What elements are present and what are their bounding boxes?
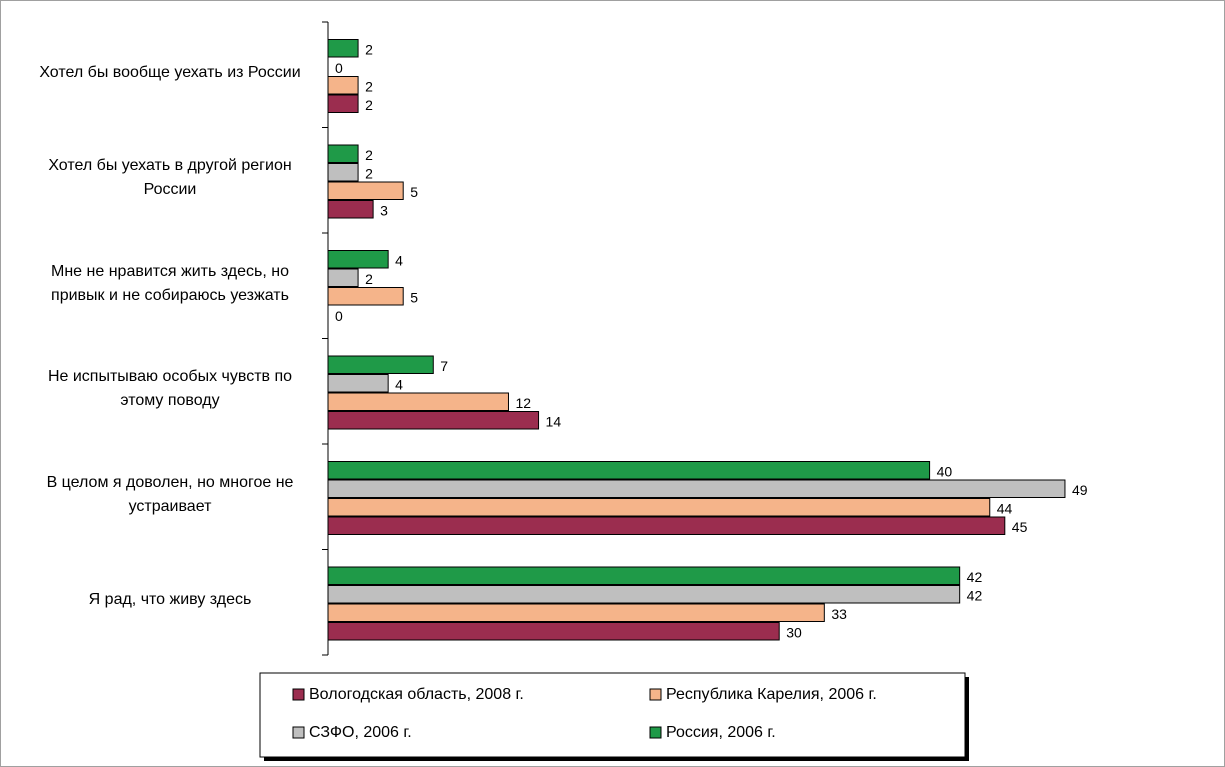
value-label: 4: [395, 252, 403, 268]
bar: [327, 355, 434, 374]
value-label: 0: [335, 308, 343, 324]
value-label: 2: [365, 78, 373, 94]
bar: [327, 144, 359, 163]
bar: [327, 94, 359, 113]
legend-swatch: [292, 688, 305, 701]
value-label: 2: [365, 41, 373, 57]
bar: [327, 411, 540, 430]
value-label: 4: [395, 376, 403, 392]
bar: [327, 461, 931, 480]
bar: [327, 392, 509, 411]
value-label: 45: [1012, 519, 1028, 535]
value-label: 42: [967, 569, 983, 585]
legend-box: [259, 672, 966, 758]
bar: [327, 622, 780, 641]
bar: [327, 516, 1006, 535]
bar: [327, 603, 825, 622]
value-label: 30: [786, 624, 802, 640]
value-label: 5: [410, 184, 418, 200]
category-label: Хотел бы уехать в другой регион России: [48, 157, 292, 199]
bar: [327, 566, 961, 585]
bar: [327, 498, 991, 517]
value-label: 33: [831, 606, 847, 622]
value-label: 40: [937, 463, 953, 479]
legend-label: Республика Карелия, 2006 г.: [666, 686, 877, 703]
bar: [327, 200, 374, 219]
value-label: 44: [997, 500, 1013, 516]
legend-label: Вологодская область, 2008 г.: [309, 686, 524, 703]
value-label: 42: [967, 587, 983, 603]
value-label: 5: [410, 289, 418, 305]
value-label: 2: [365, 97, 373, 113]
bar: [327, 374, 389, 393]
bar: [327, 585, 961, 604]
category-label: Мне не нравится жить здесь, но привык и …: [51, 262, 289, 304]
value-label: 2: [365, 165, 373, 181]
value-label: 49: [1072, 482, 1088, 498]
bar: [327, 163, 359, 182]
bar: [327, 181, 404, 200]
bar: [327, 268, 359, 287]
legend-swatch: [292, 726, 305, 739]
category-label: Я рад, что живу здесь: [88, 591, 252, 609]
value-label: 14: [546, 413, 562, 429]
value-label: 7: [440, 358, 448, 374]
category-label: В целом я доволен, но многое не устраива…: [46, 473, 294, 515]
value-label: 12: [515, 395, 531, 411]
value-label: 0: [335, 60, 343, 76]
value-label: 2: [365, 147, 373, 163]
category-label: Не испытываю особых чувств по этому пово…: [47, 368, 293, 410]
legend-swatch: [649, 726, 662, 739]
legend-swatch: [649, 688, 662, 701]
category-label: Хотел бы вообще уехать из России: [39, 63, 301, 81]
bar: [327, 479, 1066, 498]
bar: [327, 287, 404, 306]
bar: [327, 39, 359, 58]
bar: [327, 250, 389, 269]
bar: [327, 76, 359, 95]
value-label: 2: [365, 271, 373, 287]
legend-label: СЗФО, 2006 г.: [309, 724, 412, 741]
value-label: 3: [380, 202, 388, 218]
legend-label: Россия, 2006 г.: [666, 724, 776, 741]
